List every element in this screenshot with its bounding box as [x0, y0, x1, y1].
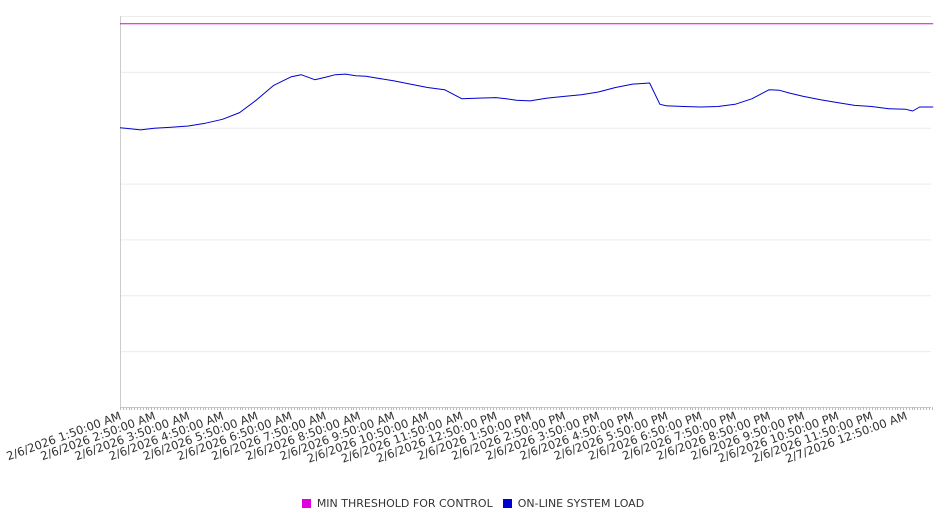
- legend: MIN THRESHOLD FOR CONTROL ON-LINE SYSTEM…: [0, 497, 946, 510]
- axes: [120, 16, 933, 410]
- series-line-system-load: [119, 73, 934, 131]
- legend-swatch-threshold: [301, 499, 311, 508]
- legend-swatch-system-load: [502, 499, 512, 508]
- legend-item-threshold[interactable]: MIN THRESHOLD FOR CONTROL: [301, 497, 493, 510]
- legend-item-system-load[interactable]: ON-LINE SYSTEM LOAD: [502, 497, 645, 510]
- legend-label-threshold: MIN THRESHOLD FOR CONTROL: [316, 497, 493, 510]
- series: [119, 23, 934, 131]
- grid-lines: [120, 16, 931, 353]
- legend-label-system-load: ON-LINE SYSTEM LOAD: [517, 497, 645, 510]
- x-tick-labels: 2/6/2026 1:50:00 AM2/6/2026 2:50:00 AM2/…: [4, 409, 908, 466]
